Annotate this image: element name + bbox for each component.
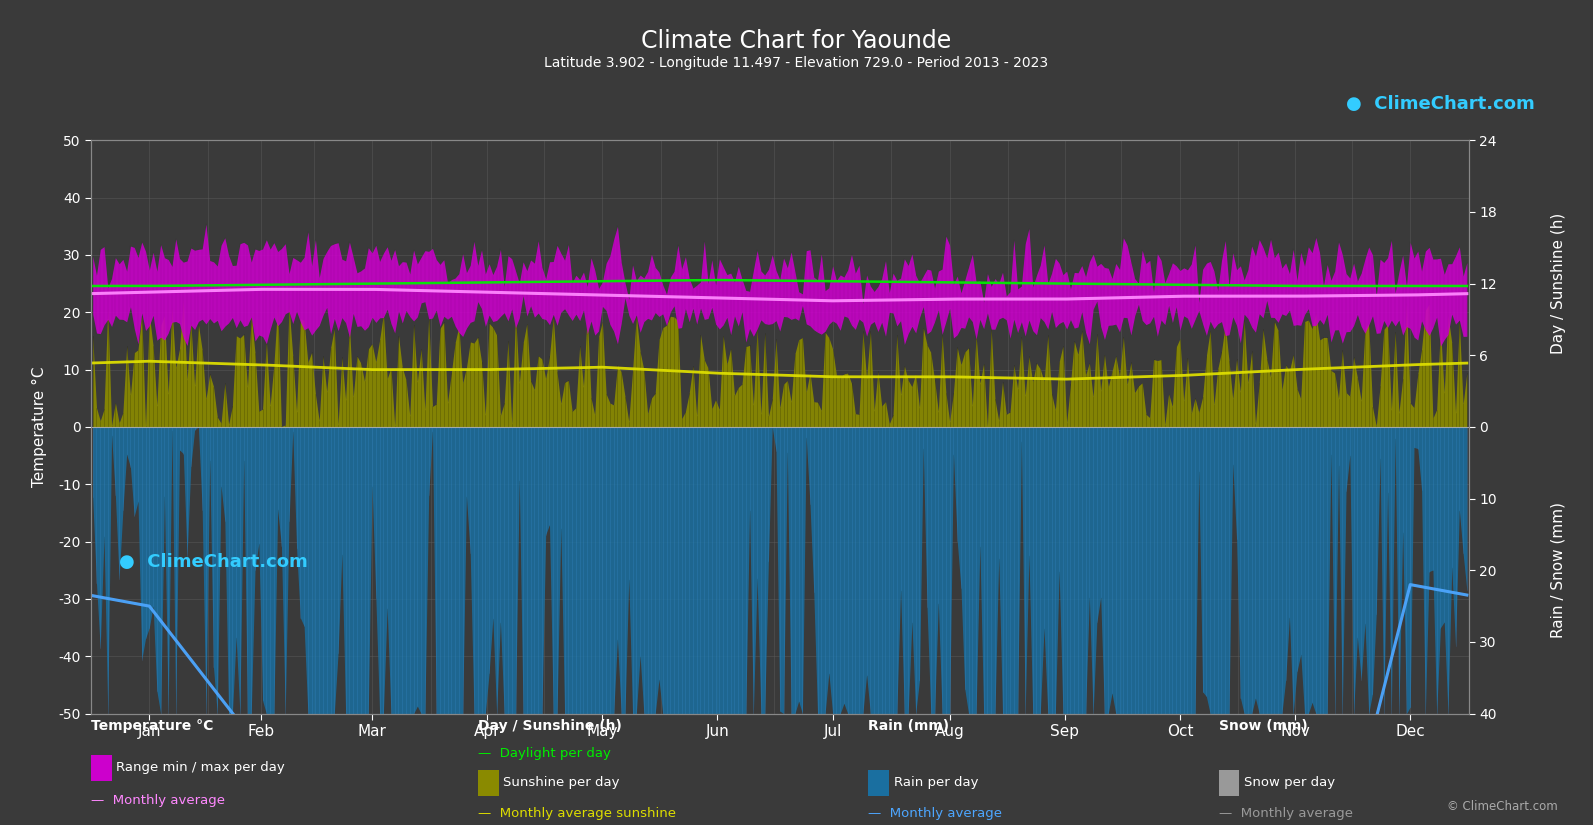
Text: —  Monthly average: — Monthly average: [1219, 807, 1352, 820]
Text: Sunshine per day: Sunshine per day: [503, 776, 620, 789]
Text: Latitude 3.902 - Longitude 11.497 - Elevation 729.0 - Period 2013 - 2023: Latitude 3.902 - Longitude 11.497 - Elev…: [545, 56, 1048, 70]
Text: —  Monthly average: — Monthly average: [91, 794, 225, 808]
Text: Rain / Snow (mm): Rain / Snow (mm): [1552, 502, 1566, 639]
Text: —  Monthly average sunshine: — Monthly average sunshine: [478, 807, 675, 820]
Text: © ClimeChart.com: © ClimeChart.com: [1446, 799, 1558, 813]
Text: Climate Chart for Yaounde: Climate Chart for Yaounde: [642, 29, 951, 53]
Text: Rain per day: Rain per day: [894, 776, 978, 789]
Text: —  Daylight per day: — Daylight per day: [478, 747, 610, 760]
Text: Rain (mm): Rain (mm): [868, 719, 949, 733]
Text: Day / Sunshine (h): Day / Sunshine (h): [1552, 213, 1566, 354]
Text: ●  ClimeChart.com: ● ClimeChart.com: [119, 553, 307, 571]
Text: Range min / max per day: Range min / max per day: [116, 761, 285, 774]
Text: ●  ClimeChart.com: ● ClimeChart.com: [1346, 95, 1534, 113]
Y-axis label: Temperature °C: Temperature °C: [32, 366, 46, 488]
Text: Snow per day: Snow per day: [1244, 776, 1335, 789]
Text: Temperature °C: Temperature °C: [91, 719, 213, 733]
Text: Snow (mm): Snow (mm): [1219, 719, 1308, 733]
Text: —  Monthly average: — Monthly average: [868, 807, 1002, 820]
Text: Day / Sunshine (h): Day / Sunshine (h): [478, 719, 621, 733]
